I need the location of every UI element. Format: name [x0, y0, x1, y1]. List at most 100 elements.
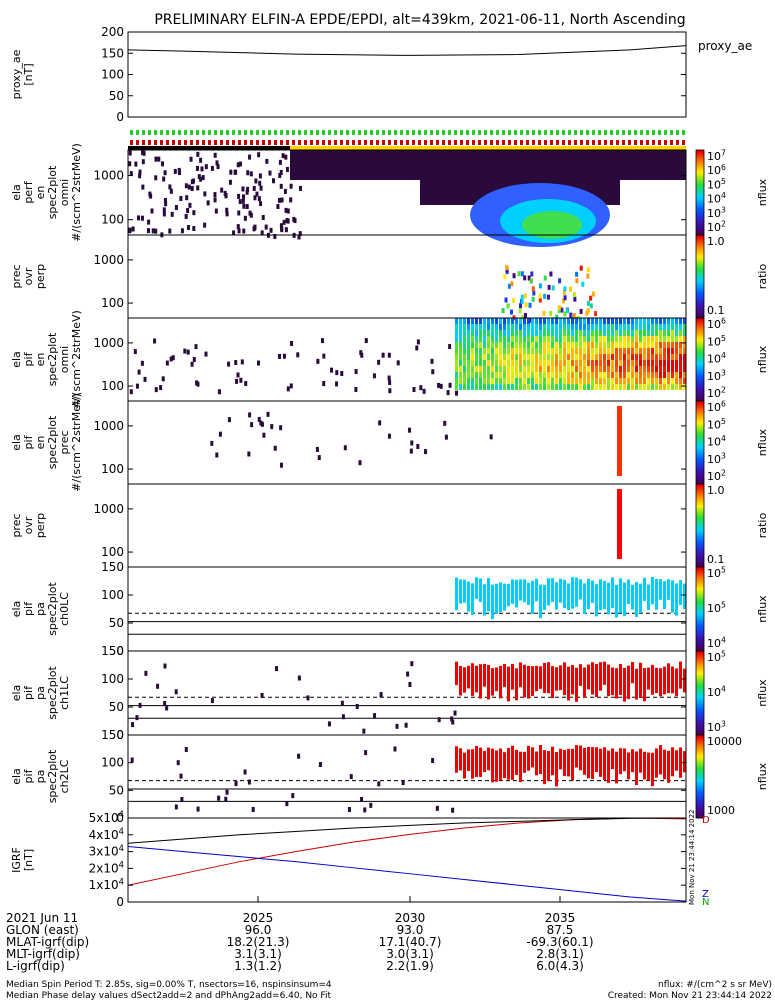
pitch-speckle [340, 700, 344, 706]
flux-cell [507, 360, 510, 366]
flux-speckle [162, 176, 166, 182]
flux-cell [511, 330, 514, 336]
colorbar-segment [696, 724, 704, 728]
pitch-cell [503, 752, 506, 779]
red-indicator [658, 140, 661, 145]
flux-speckle [204, 164, 208, 170]
colorbar-segment [696, 621, 704, 625]
flux-speckle [143, 376, 147, 382]
flux-cell [547, 330, 550, 336]
colorbar-segment [696, 665, 704, 669]
y-tick-label: 100 [101, 379, 124, 393]
flux-cell [599, 336, 602, 342]
panel-frame [127, 650, 687, 736]
colorbar-segment [696, 753, 704, 757]
flux-cell [503, 372, 506, 378]
flux-cell [627, 330, 630, 336]
flux-cell [571, 348, 574, 354]
flux-speckle [170, 211, 174, 217]
flux-speckle [241, 198, 245, 204]
ephem-row-label: MLT-igrf(dip) [6, 947, 80, 961]
flux-cell [675, 318, 678, 324]
flux-cell [643, 378, 646, 384]
colorbar-segment [696, 415, 704, 419]
flux-speckle [377, 359, 381, 365]
panel-ylabel: ch2LC [58, 759, 71, 793]
flux-cell [635, 348, 638, 354]
colorbar-segment [696, 811, 704, 815]
green-indicator [664, 130, 667, 135]
flux-cell [527, 342, 530, 348]
green-indicator [418, 130, 421, 135]
footer-left-1: Median Spin Period T: 2.85s, sig=0.00% T… [6, 980, 332, 990]
pitch-cell [467, 749, 470, 771]
flux-cell [623, 342, 626, 348]
flux-cell [491, 330, 494, 336]
flux-cell [575, 366, 578, 372]
red-indicator [340, 140, 343, 145]
flux-cell [539, 330, 542, 336]
pitch-cell [459, 748, 462, 771]
flux-speckle [190, 361, 194, 367]
flux-speckle [412, 386, 416, 392]
red-indicator [538, 140, 541, 145]
colorbar-segment [696, 766, 704, 769]
flux-cell [683, 336, 686, 342]
flux-speckle [284, 227, 288, 233]
flux-cell [631, 372, 634, 378]
pitch-cell [551, 578, 554, 602]
flux-cell [555, 342, 558, 348]
pitch-cell [527, 582, 530, 605]
flux-cell [651, 348, 654, 354]
flux-speckle [247, 451, 251, 457]
flux-cell [579, 378, 582, 384]
flux-cell [639, 366, 642, 372]
flux-speckle [229, 169, 233, 175]
flux-cell [603, 384, 606, 390]
flux-speckle [138, 169, 142, 175]
red-indicator [574, 140, 577, 145]
colorbar-segment [696, 615, 704, 618]
flux-cell [519, 336, 522, 342]
flux-speckle [184, 183, 188, 189]
green-indicator [322, 130, 325, 135]
flux-cell [583, 318, 586, 324]
colorbar-segment [696, 813, 704, 817]
colorbar-segment [696, 623, 704, 627]
flux-cell [499, 342, 502, 348]
red-indicator [268, 140, 271, 145]
flux-cell [559, 360, 562, 366]
flux-speckle [250, 422, 254, 428]
flux-speckle [299, 168, 303, 174]
flux-cell [499, 330, 502, 336]
colorbar-segment [696, 380, 704, 383]
flux-cell [483, 372, 486, 378]
flux-cell [467, 384, 470, 390]
flux-cell [467, 318, 470, 324]
pitch-cell [475, 665, 478, 693]
flux-speckle [199, 176, 203, 182]
colorbar-segment [696, 774, 704, 777]
red-indicator [208, 140, 211, 145]
ratio-speckle [529, 317, 533, 323]
colorbar-segment [696, 552, 704, 556]
colorbar-segment [696, 407, 704, 410]
colorbar-segment [696, 436, 704, 439]
colorbar-segment [696, 751, 704, 755]
flux-cell [639, 318, 642, 324]
flux-cell [575, 384, 578, 390]
colorbar-segment [696, 211, 704, 215]
colorbar-segment [696, 579, 704, 583]
flux-cell [667, 318, 670, 324]
colorbar-segment [696, 600, 704, 604]
pitch-cell [463, 752, 466, 779]
flux-cell [607, 336, 610, 342]
colorbar-segment [696, 192, 704, 196]
flux-cell [599, 324, 602, 330]
footer-left-2: Median Phase delay values dSect2add=2 an… [6, 991, 331, 1000]
ratio-speckle [565, 308, 569, 314]
panel-frame [127, 317, 687, 402]
flux-speckle [242, 203, 246, 209]
flux-cell [587, 354, 590, 360]
flux-cell [495, 336, 498, 342]
